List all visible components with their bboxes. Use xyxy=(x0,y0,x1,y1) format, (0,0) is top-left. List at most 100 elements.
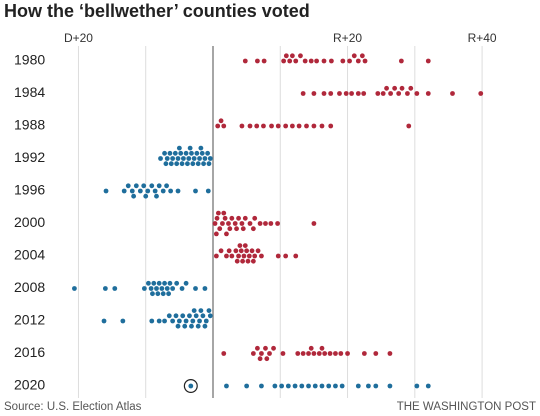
county-dot xyxy=(338,351,344,356)
county-dot xyxy=(154,193,159,199)
county-dot xyxy=(181,156,186,161)
county-dot xyxy=(101,318,107,324)
county-dot xyxy=(299,383,305,389)
county-dot xyxy=(275,221,280,226)
county-dot xyxy=(149,318,155,324)
county-dot xyxy=(197,156,202,161)
year-label: 2012 xyxy=(14,312,45,328)
county-dot xyxy=(179,161,185,167)
county-dot xyxy=(183,150,189,156)
county-dot xyxy=(176,318,182,324)
county-dot xyxy=(263,345,268,351)
county-dot xyxy=(141,286,147,291)
county-dot xyxy=(226,221,231,226)
county-dot xyxy=(254,123,260,129)
county-dot xyxy=(129,188,135,194)
county-dot xyxy=(156,280,162,286)
county-dot xyxy=(366,383,371,389)
county-dot xyxy=(198,308,204,313)
county-dot xyxy=(125,183,131,189)
county-dot xyxy=(345,351,350,356)
county-dot xyxy=(152,188,158,194)
county-dot xyxy=(264,356,270,362)
county-dot xyxy=(275,123,281,129)
county-dot xyxy=(133,183,139,189)
county-dot xyxy=(149,183,155,189)
county-dot xyxy=(314,58,319,64)
year-label: 2000 xyxy=(14,214,45,230)
county-dot xyxy=(347,58,352,64)
county-dot xyxy=(247,123,253,129)
county-dot xyxy=(185,161,190,167)
county-dot xyxy=(319,123,325,129)
county-dot xyxy=(355,383,361,389)
county-dot xyxy=(269,123,274,129)
county-dot xyxy=(478,91,484,96)
county-dot xyxy=(306,351,311,356)
county-dot xyxy=(283,53,289,59)
county-dot xyxy=(283,123,289,129)
x-tick-label: R+40 xyxy=(468,31,497,45)
county-dot xyxy=(361,91,367,96)
county-dot xyxy=(387,351,393,356)
year-label: 2020 xyxy=(14,377,45,393)
county-dot xyxy=(308,58,314,64)
county-dot xyxy=(329,58,334,64)
county-dot xyxy=(311,123,317,129)
county-dot xyxy=(151,280,157,286)
county-dot xyxy=(183,318,189,324)
county-dot xyxy=(189,150,194,156)
county-dot xyxy=(392,85,398,91)
county-dot xyxy=(72,286,77,291)
county-dot xyxy=(234,258,240,264)
county-dot xyxy=(236,253,241,259)
county-dot xyxy=(255,58,260,64)
county-dot xyxy=(198,145,204,151)
county-dot xyxy=(450,91,455,96)
year-label: 2016 xyxy=(14,344,45,360)
county-dot xyxy=(227,226,233,232)
county-dot xyxy=(292,383,298,389)
county-dot xyxy=(261,123,266,129)
county-dot xyxy=(202,286,208,291)
county-dot xyxy=(173,313,179,319)
county-dot xyxy=(164,286,170,291)
county-dot xyxy=(162,318,167,324)
county-dot xyxy=(373,383,379,389)
county-dot xyxy=(174,161,180,167)
county-dot xyxy=(261,58,267,64)
county-dot xyxy=(166,291,172,297)
county-dot xyxy=(170,286,176,291)
county-dot xyxy=(398,58,404,64)
county-dot xyxy=(311,351,317,356)
county-dot xyxy=(212,221,218,226)
county-dot xyxy=(213,231,219,237)
year-label: 1984 xyxy=(14,84,45,100)
year-label: 1988 xyxy=(14,117,45,133)
county-dot xyxy=(224,253,229,259)
county-dot xyxy=(281,58,287,64)
county-dot xyxy=(146,280,151,286)
county-dot xyxy=(220,221,225,226)
county-dot xyxy=(221,351,227,356)
county-dot xyxy=(242,58,248,64)
county-dot xyxy=(287,58,293,64)
county-dot xyxy=(425,91,431,96)
county-dot xyxy=(359,53,365,59)
county-dot xyxy=(224,383,229,389)
county-dot xyxy=(339,383,345,389)
county-dot xyxy=(355,58,361,64)
county-dot xyxy=(191,156,197,161)
county-dot xyxy=(195,161,201,167)
county-dot xyxy=(296,123,302,129)
county-dot xyxy=(351,53,357,59)
county-dot xyxy=(259,351,264,356)
county-dot xyxy=(213,253,219,259)
county-dot xyxy=(408,85,414,91)
county-dot xyxy=(158,156,163,161)
county-dot xyxy=(207,313,213,319)
county-dot xyxy=(131,193,137,199)
county-dot xyxy=(214,215,220,221)
county-dot xyxy=(425,383,431,389)
county-dot xyxy=(202,156,208,161)
